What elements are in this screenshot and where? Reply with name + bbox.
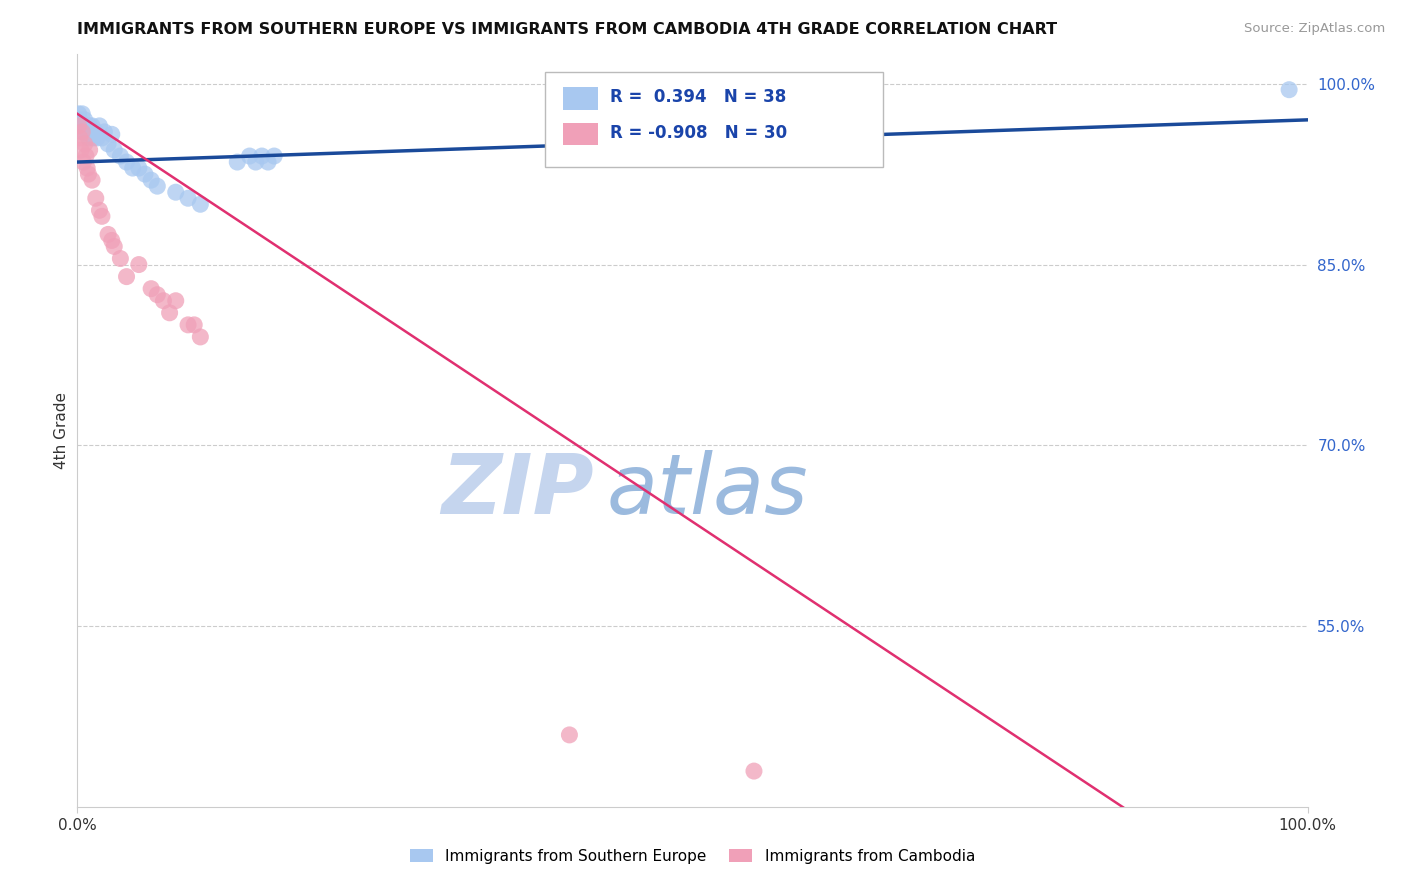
Point: [67, 119, 90, 133]
Point: [89, 119, 111, 133]
Point: [69, 131, 91, 145]
Point: [177, 191, 200, 205]
Point: [79, 143, 101, 157]
Point: [82, 173, 104, 187]
Point: [103, 239, 125, 253]
Point: [1278, 83, 1301, 97]
Point: [177, 318, 200, 332]
Point: [76, 161, 98, 175]
Point: [239, 149, 262, 163]
Point: [134, 167, 156, 181]
Point: [84, 191, 107, 205]
Point: [101, 128, 124, 142]
Point: [80, 125, 103, 139]
Point: [121, 161, 143, 175]
Point: [76, 125, 98, 139]
Point: [90, 210, 114, 224]
Point: [97, 227, 120, 242]
Point: [165, 185, 187, 199]
Point: [257, 155, 280, 169]
Point: [79, 119, 101, 133]
Point: [73, 112, 96, 127]
Point: [110, 149, 132, 163]
FancyBboxPatch shape: [564, 123, 598, 145]
Point: [146, 287, 169, 301]
Point: [190, 330, 212, 344]
Point: [183, 318, 205, 332]
Point: [103, 143, 125, 157]
Point: [128, 161, 150, 175]
Point: [159, 306, 181, 320]
Point: [263, 149, 285, 163]
Point: [93, 125, 115, 139]
Point: [70, 143, 93, 157]
Point: [128, 258, 150, 272]
Point: [190, 197, 212, 211]
Point: [141, 282, 163, 296]
Text: IMMIGRANTS FROM SOUTHERN EUROPE VS IMMIGRANTS FROM CAMBODIA 4TH GRADE CORRELATIO: IMMIGRANTS FROM SOUTHERN EUROPE VS IMMIG…: [77, 22, 1057, 37]
Point: [77, 167, 100, 181]
Point: [226, 155, 249, 169]
Y-axis label: 4th Grade: 4th Grade: [53, 392, 69, 469]
Point: [250, 149, 273, 163]
Point: [73, 136, 96, 151]
Point: [165, 293, 187, 308]
Point: [72, 155, 94, 169]
Point: [141, 173, 163, 187]
Point: [82, 131, 104, 145]
Point: [110, 252, 132, 266]
Point: [77, 131, 100, 145]
Point: [115, 155, 138, 169]
Point: [101, 234, 124, 248]
Text: atlas: atlas: [606, 450, 808, 532]
Point: [72, 125, 94, 139]
Point: [742, 764, 765, 778]
Point: [70, 107, 93, 121]
Point: [89, 203, 111, 218]
Point: [245, 155, 267, 169]
Point: [75, 149, 97, 163]
Point: [115, 269, 138, 284]
Point: [146, 179, 169, 194]
Legend: Immigrants from Southern Europe, Immigrants from Cambodia: Immigrants from Southern Europe, Immigra…: [411, 848, 974, 863]
Point: [84, 125, 107, 139]
Point: [152, 293, 174, 308]
Point: [82, 119, 104, 133]
FancyBboxPatch shape: [546, 72, 883, 167]
Text: ZIP: ZIP: [441, 450, 595, 532]
Point: [70, 125, 93, 139]
Point: [90, 131, 114, 145]
Point: [70, 119, 93, 133]
Point: [86, 131, 108, 145]
Point: [67, 107, 90, 121]
Point: [97, 136, 120, 151]
Point: [69, 112, 91, 127]
Point: [75, 119, 97, 133]
Text: R =  0.394   N = 38: R = 0.394 N = 38: [610, 88, 786, 106]
Text: R = -0.908   N = 30: R = -0.908 N = 30: [610, 124, 787, 142]
Text: Source: ZipAtlas.com: Source: ZipAtlas.com: [1244, 22, 1385, 36]
FancyBboxPatch shape: [564, 87, 598, 110]
Point: [558, 728, 581, 742]
